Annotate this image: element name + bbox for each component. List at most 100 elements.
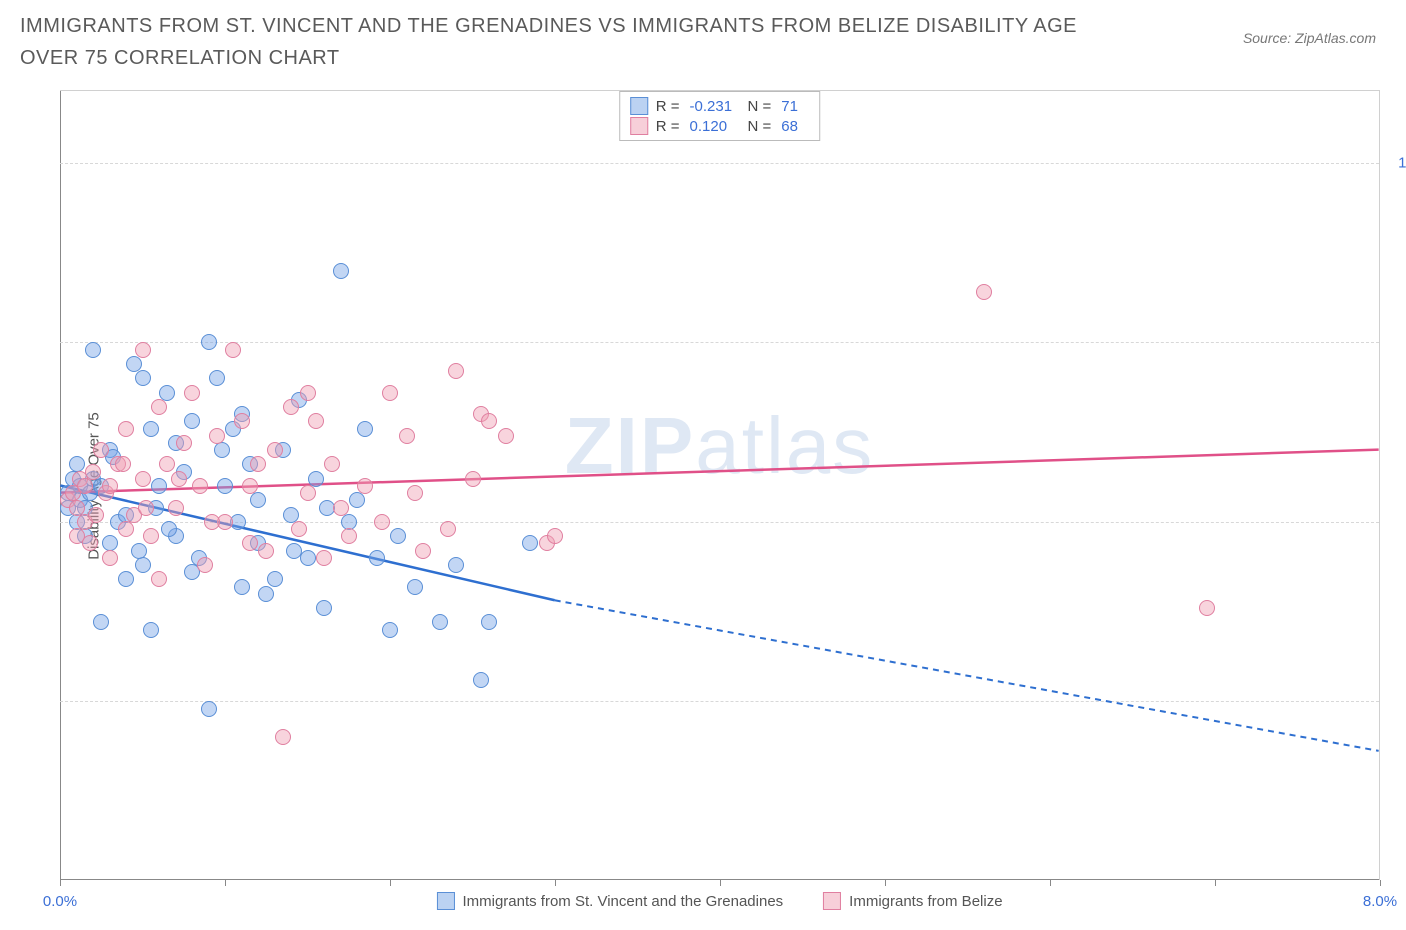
y-tick-label: 50.0% xyxy=(1389,513,1406,530)
data-point-blue xyxy=(209,370,225,386)
data-point-pink xyxy=(77,478,93,494)
legend-row-blue: R = -0.231 N = 71 xyxy=(630,96,810,116)
data-point-pink xyxy=(283,399,299,415)
data-point-blue xyxy=(135,370,151,386)
data-point-pink xyxy=(151,571,167,587)
correlation-legend: R = -0.231 N = 71 R = 0.120 N = 68 xyxy=(619,91,821,141)
data-point-pink xyxy=(118,521,134,537)
legend-row-pink: R = 0.120 N = 68 xyxy=(630,116,810,136)
data-point-blue xyxy=(143,421,159,437)
x-tick xyxy=(225,880,226,886)
x-tick xyxy=(1050,880,1051,886)
chart-title: IMMIGRANTS FROM ST. VINCENT AND THE GREN… xyxy=(20,10,1140,74)
data-point-blue xyxy=(382,622,398,638)
data-point-blue xyxy=(407,579,423,595)
legend-item-pink: Immigrants from Belize xyxy=(823,892,1002,910)
data-point-pink xyxy=(250,456,266,472)
data-point-blue xyxy=(473,672,489,688)
data-point-pink xyxy=(209,428,225,444)
data-point-blue xyxy=(390,528,406,544)
trendline-dashed-blue xyxy=(555,600,1379,751)
series-legend: Immigrants from St. Vincent and the Gren… xyxy=(436,892,1002,910)
data-point-blue xyxy=(357,421,373,437)
legend-r-label: R = xyxy=(656,118,680,135)
data-point-blue xyxy=(432,614,448,630)
data-point-pink xyxy=(135,471,151,487)
data-point-blue xyxy=(316,600,332,616)
legend-n-value-pink: 68 xyxy=(781,118,809,135)
legend-n-label: N = xyxy=(748,118,772,135)
data-point-pink xyxy=(415,543,431,559)
data-point-blue xyxy=(85,342,101,358)
data-point-pink xyxy=(976,284,992,300)
data-point-blue xyxy=(308,471,324,487)
data-point-pink xyxy=(171,471,187,487)
data-point-pink xyxy=(88,507,104,523)
data-point-pink xyxy=(291,521,307,537)
data-point-pink xyxy=(374,514,390,530)
data-point-blue xyxy=(522,535,538,551)
swatch-blue-icon xyxy=(436,892,454,910)
data-point-blue xyxy=(93,614,109,630)
legend-n-value-blue: 71 xyxy=(781,98,809,115)
data-point-blue xyxy=(217,478,233,494)
data-point-pink xyxy=(308,413,324,429)
data-point-pink xyxy=(498,428,514,444)
data-point-pink xyxy=(300,385,316,401)
data-point-pink xyxy=(448,363,464,379)
data-point-pink xyxy=(407,485,423,501)
data-point-blue xyxy=(135,557,151,573)
data-point-pink xyxy=(176,435,192,451)
data-point-pink xyxy=(242,478,258,494)
data-point-pink xyxy=(102,550,118,566)
data-point-pink xyxy=(258,543,274,559)
data-point-pink xyxy=(85,464,101,480)
swatch-blue-icon xyxy=(630,97,648,115)
data-point-pink xyxy=(465,471,481,487)
data-point-blue xyxy=(234,579,250,595)
data-point-pink xyxy=(324,456,340,472)
data-point-blue xyxy=(349,492,365,508)
swatch-pink-icon xyxy=(823,892,841,910)
data-point-blue xyxy=(143,622,159,638)
data-point-blue xyxy=(267,571,283,587)
data-point-pink xyxy=(481,413,497,429)
data-point-pink xyxy=(159,456,175,472)
data-point-blue xyxy=(159,385,175,401)
x-tick xyxy=(555,880,556,886)
legend-r-value-pink: 0.120 xyxy=(690,118,740,135)
x-tick xyxy=(720,880,721,886)
swatch-pink-icon xyxy=(630,117,648,135)
legend-r-value-blue: -0.231 xyxy=(690,98,740,115)
data-point-pink xyxy=(168,500,184,516)
data-point-pink xyxy=(115,456,131,472)
data-point-pink xyxy=(118,421,134,437)
data-point-pink xyxy=(382,385,398,401)
legend-n-label: N = xyxy=(748,98,772,115)
data-point-pink xyxy=(242,535,258,551)
x-tick-label: 0.0% xyxy=(43,893,77,910)
data-point-pink xyxy=(82,535,98,551)
data-point-pink xyxy=(93,442,109,458)
x-tick xyxy=(60,880,61,886)
data-point-blue xyxy=(258,586,274,602)
data-point-blue xyxy=(69,456,85,472)
data-point-blue xyxy=(184,413,200,429)
data-point-pink xyxy=(300,485,316,501)
data-point-pink xyxy=(138,500,154,516)
legend-label-blue: Immigrants from St. Vincent and the Gren… xyxy=(462,893,783,910)
x-tick xyxy=(1215,880,1216,886)
y-tick-label: 25.0% xyxy=(1389,693,1406,710)
data-point-blue xyxy=(286,543,302,559)
data-point-blue xyxy=(250,492,266,508)
data-point-pink xyxy=(267,442,283,458)
data-point-pink xyxy=(225,342,241,358)
x-tick-label: 8.0% xyxy=(1363,893,1397,910)
data-point-pink xyxy=(1199,600,1215,616)
chart-area: Disability Age Over 75 ZIPatlas 25.0%50.… xyxy=(60,90,1380,880)
data-point-pink xyxy=(275,729,291,745)
data-point-pink xyxy=(135,342,151,358)
x-tick xyxy=(390,880,391,886)
data-point-blue xyxy=(448,557,464,573)
data-point-pink xyxy=(234,413,250,429)
